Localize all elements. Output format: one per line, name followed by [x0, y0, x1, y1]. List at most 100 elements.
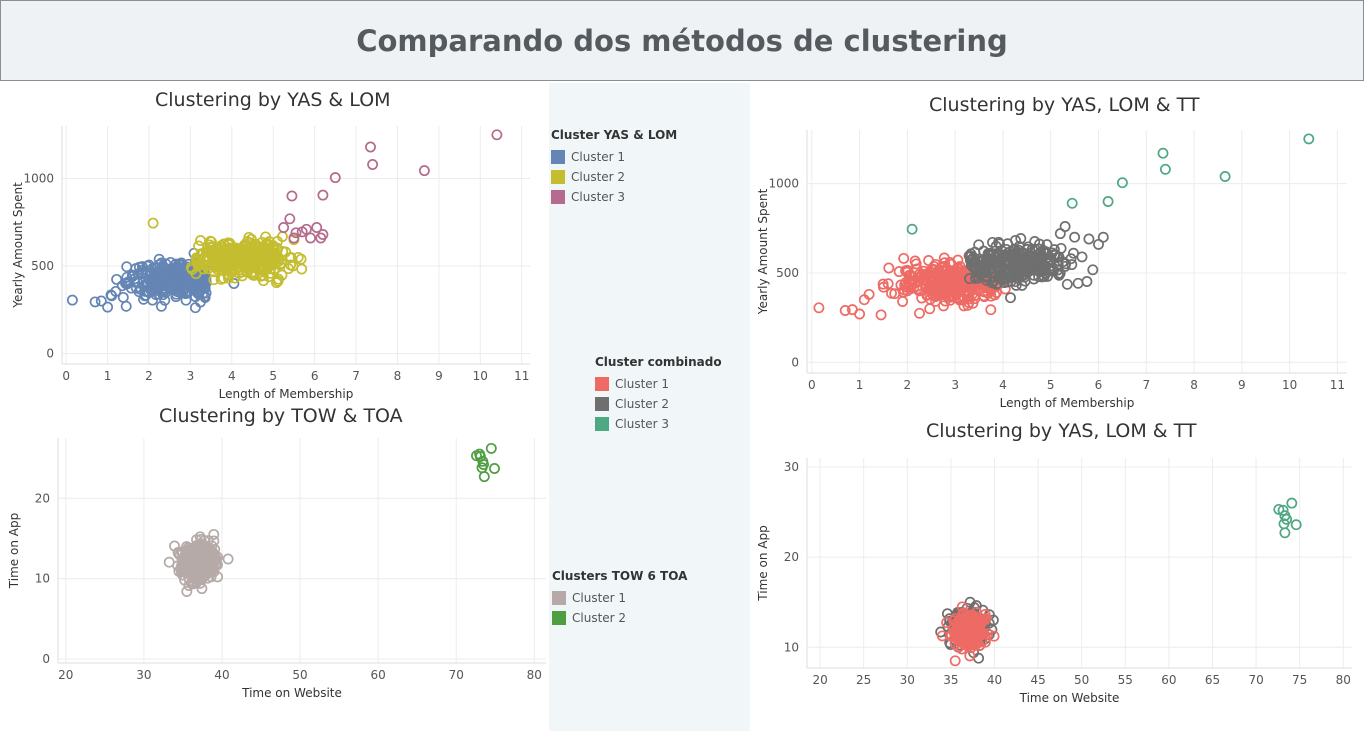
x-tick-label: 65 [1205, 673, 1220, 687]
data-point [957, 294, 969, 306]
data-point [993, 264, 1005, 276]
data-point [208, 266, 220, 278]
chart-title-tow-toa: Clustering by TOW & TOA [159, 405, 403, 427]
data-point [222, 250, 234, 262]
data-point [962, 637, 974, 649]
x-tick-label: 70 [1248, 673, 1263, 687]
legend-item[interactable]: Cluster 3 [595, 414, 722, 434]
data-point [155, 300, 167, 312]
data-point [170, 283, 182, 295]
data-point [300, 223, 312, 235]
data-point [194, 577, 206, 589]
legend-swatch [551, 150, 565, 164]
data-point [973, 640, 985, 652]
legend-combinado: Cluster combinado Cluster 1 Cluster 2 Cl… [595, 355, 722, 434]
data-point [110, 285, 122, 297]
data-point [288, 232, 300, 244]
data-point [418, 165, 430, 177]
legend-item[interactable]: Cluster 3 [551, 187, 677, 207]
scatter-yas-lom-tt[interactable]: 0 1 2 3 4 5 6 7 8 9 10 11 0 500 1000 Length of Membersh… [755, 126, 1366, 411]
data-point [250, 238, 262, 250]
x-tick-label: 1 [104, 369, 112, 383]
x-tick-label: 70 [449, 668, 464, 682]
legend-item[interactable]: Cluster 2 [551, 167, 677, 187]
data-point [153, 279, 165, 291]
data-point [978, 291, 990, 303]
data-point [194, 278, 206, 290]
data-point [1047, 262, 1059, 274]
data-point [916, 292, 928, 304]
dashboard-title: Comparando dos métodos de clustering [356, 23, 1008, 58]
data-point [194, 531, 206, 543]
data-point [199, 251, 211, 263]
scatter-tow-toa[interactable]: 20 30 40 50 60 70 80 0 10 20 Time on Website Time o… [0, 436, 546, 716]
x-tick-label: 80 [1336, 673, 1351, 687]
data-point [813, 302, 825, 314]
y-tick-label: 20 [784, 550, 799, 564]
data-point [1093, 238, 1104, 250]
x-tick-label: 20 [812, 673, 827, 687]
data-point [1040, 268, 1052, 279]
data-point [208, 535, 220, 547]
legend-tow-toa: Clusters TOW 6 TOA Cluster 1 Cluster 2 [552, 569, 687, 628]
x-axis-label: Length of Membership [1000, 396, 1135, 410]
data-point [949, 655, 961, 667]
legend-item[interactable]: Cluster 1 [551, 147, 677, 167]
legend-item[interactable]: Cluster 2 [552, 608, 687, 628]
data-point [928, 284, 939, 296]
data-point [207, 246, 218, 258]
data-point [964, 596, 976, 608]
data-point [975, 625, 986, 637]
y-tick-label: 1000 [23, 172, 54, 186]
x-tick-label: 10 [1282, 378, 1297, 392]
legend-label: Cluster 2 [615, 397, 670, 411]
data-point [129, 273, 141, 285]
data-point [875, 309, 887, 321]
data-point [910, 258, 922, 270]
data-point [1024, 252, 1036, 264]
data-point [188, 544, 200, 556]
x-tick-label: 50 [292, 668, 307, 682]
legend-label: Cluster 3 [571, 190, 626, 204]
chart-svg: 0 1 2 3 4 5 6 7 8 9 10 11 0 500 1000 Length of Membersh… [11, 126, 530, 401]
data-point [476, 462, 488, 474]
legend-swatch [552, 611, 566, 625]
x-tick-label: 8 [394, 369, 402, 383]
legend-item[interactable]: Cluster 1 [552, 588, 687, 608]
data-point [1072, 277, 1084, 289]
y-tick-label: 500 [776, 266, 799, 280]
data-point [284, 213, 296, 225]
scatter-yas-lom[interactable]: 0 1 2 3 4 5 6 7 8 9 10 11 0 500 1000 Length of Membersh… [0, 122, 545, 402]
x-tick-label: 80 [527, 668, 542, 682]
legend-swatch [595, 377, 609, 391]
data-point [159, 294, 171, 306]
scatter-tow-toa-tt[interactable]: 20 25 30 35 40 45 50 55 60 65 70 75 80 10 20 30 Time on … [755, 454, 1366, 724]
data-point [222, 553, 234, 565]
legend-swatch [552, 591, 566, 605]
data-point [1028, 269, 1040, 281]
x-tick-label: 45 [1030, 673, 1045, 687]
data-point [278, 222, 290, 233]
data-point [1015, 233, 1027, 244]
data-point [929, 273, 941, 285]
data-point [95, 295, 107, 307]
data-point [196, 557, 208, 569]
data-point [66, 294, 78, 306]
x-tick-label: 10 [473, 369, 488, 383]
legend-item[interactable]: Cluster 2 [595, 394, 722, 414]
data-point [180, 546, 192, 558]
series-2 [964, 221, 1109, 304]
data-point [968, 252, 979, 263]
x-axis-label: Time on Website [1019, 691, 1120, 705]
data-point [967, 297, 979, 309]
data-point [979, 609, 991, 620]
legend-yas-lom: Cluster YAS & LOM Cluster 1 Cluster 2 Cl… [551, 128, 677, 207]
x-tick-label: 5 [1047, 378, 1055, 392]
data-point [197, 258, 209, 270]
data-point [195, 235, 206, 246]
x-tick-label: 1 [856, 378, 864, 392]
x-tick-label: 6 [1095, 378, 1103, 392]
data-point [1061, 278, 1073, 290]
x-tick-label: 5 [269, 369, 277, 383]
legend-item[interactable]: Cluster 1 [595, 374, 722, 394]
